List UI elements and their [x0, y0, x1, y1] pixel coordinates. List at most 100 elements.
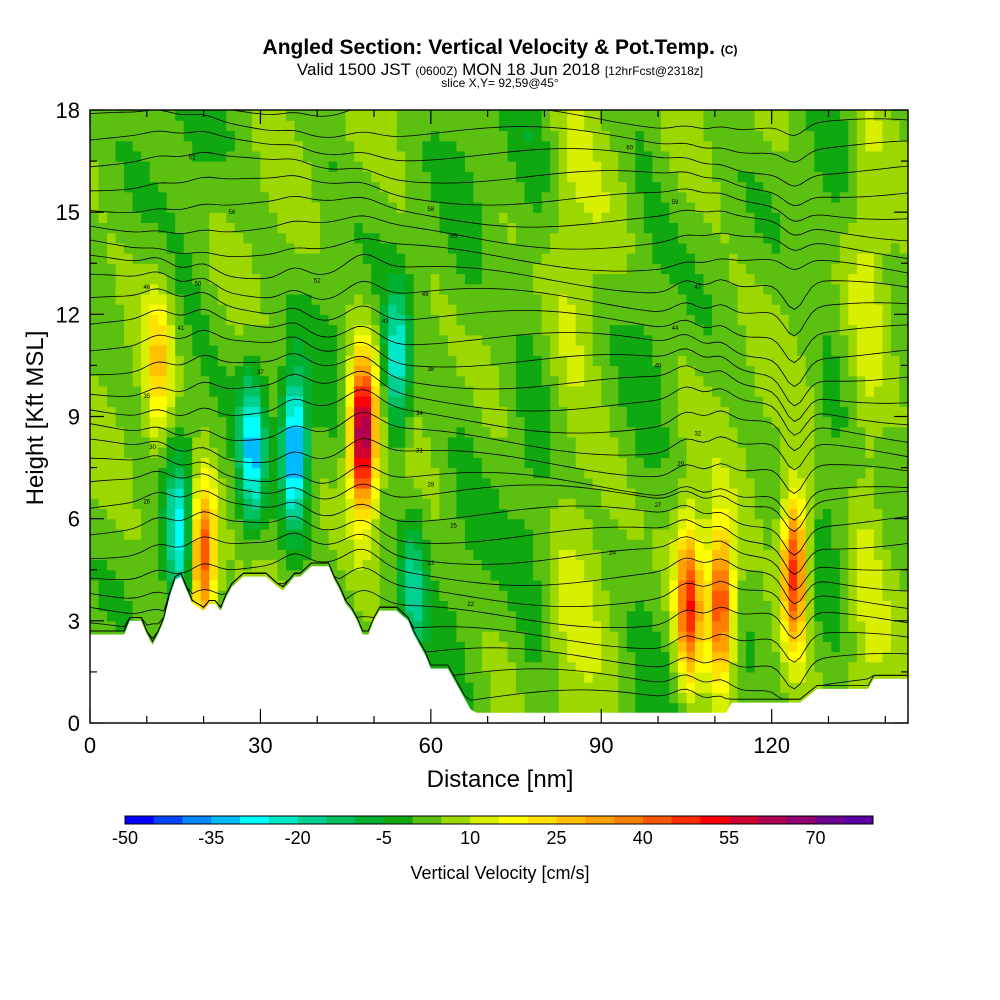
- velocity-cell: [524, 191, 534, 203]
- velocity-cell: [371, 304, 381, 315]
- velocity-cell: [464, 498, 475, 510]
- velocity-cell: [149, 569, 159, 581]
- velocity-cell: [124, 447, 134, 458]
- velocity-cell: [115, 539, 125, 550]
- velocity-cell: [345, 150, 355, 162]
- velocity-cell: [107, 559, 117, 571]
- velocity-cell: [379, 171, 389, 183]
- velocity-cell: [379, 344, 389, 356]
- velocity-cell: [712, 682, 722, 693]
- velocity-cell: [635, 130, 645, 142]
- velocity-cell: [311, 181, 321, 193]
- velocity-cell: [277, 355, 287, 367]
- velocity-cell: [592, 610, 602, 622]
- velocity-cell: [660, 283, 671, 295]
- velocity-cell: [413, 191, 423, 203]
- velocity-cell: [729, 508, 739, 520]
- velocity-cell: [533, 549, 543, 561]
- velocity-cell: [626, 559, 636, 571]
- velocity-cell: [396, 191, 406, 203]
- velocity-cell: [285, 508, 296, 520]
- velocity-cell: [328, 201, 338, 213]
- velocity-cell: [294, 181, 304, 193]
- velocity-cell: [166, 334, 176, 346]
- velocity-cell: [686, 610, 696, 622]
- velocity-cell: [686, 273, 696, 285]
- velocity-cell: [192, 477, 202, 489]
- velocity-cell: [652, 171, 662, 183]
- velocity-cell: [388, 457, 398, 469]
- velocity-cell: [601, 549, 611, 561]
- velocity-cell: [575, 283, 585, 295]
- velocity-cell: [635, 273, 645, 285]
- velocity-cell: [277, 365, 287, 377]
- velocity-cell: [720, 518, 730, 530]
- velocity-cell: [379, 528, 389, 540]
- velocity-cell: [183, 324, 193, 336]
- velocity-cell: [362, 120, 372, 132]
- velocity-cell: [345, 406, 355, 418]
- velocity-cell: [669, 130, 679, 142]
- velocity-cell: [754, 528, 764, 540]
- velocity-cell: [209, 283, 219, 295]
- velocity-cell: [533, 344, 543, 356]
- velocity-cell: [746, 569, 756, 581]
- velocity-cell: [200, 416, 210, 428]
- velocity-cell: [660, 488, 671, 499]
- velocity-cell: [268, 191, 279, 203]
- velocity-cell: [686, 539, 696, 550]
- velocity-cell: [371, 140, 381, 152]
- velocity-cell: [430, 304, 440, 315]
- velocity-cell: [405, 375, 415, 387]
- velocity-cell: [413, 263, 423, 275]
- velocity-cell: [251, 161, 262, 172]
- velocity-cell: [694, 590, 705, 601]
- velocity-cell: [320, 416, 330, 428]
- velocity-cell: [337, 518, 347, 530]
- velocity-cell: [626, 171, 636, 183]
- velocity-cell: [430, 641, 440, 653]
- velocity-cell: [166, 488, 176, 499]
- velocity-cell: [541, 620, 551, 632]
- velocity-cell: [788, 651, 798, 663]
- velocity-cell: [362, 579, 372, 591]
- velocity-cell: [149, 590, 159, 601]
- velocity-cell: [575, 498, 585, 510]
- velocity-cell: [763, 355, 773, 367]
- velocity-cell: [430, 161, 440, 172]
- velocity-cell: [490, 651, 500, 663]
- velocity-cell: [115, 293, 125, 305]
- velocity-cell: [669, 396, 679, 407]
- velocity-cell: [481, 600, 492, 612]
- velocity-cell: [516, 375, 526, 387]
- velocity-cell: [285, 314, 296, 326]
- velocity-cell: [413, 334, 423, 346]
- velocity-cell: [481, 396, 492, 407]
- velocity-cell: [652, 253, 662, 264]
- velocity-cell: [149, 416, 159, 428]
- velocity-cell: [473, 406, 483, 418]
- velocity-cell: [609, 610, 619, 622]
- velocity-cell: [183, 314, 193, 326]
- velocity-cell: [643, 385, 653, 397]
- velocity-cell: [652, 436, 662, 448]
- velocity-cell: [379, 120, 389, 132]
- velocity-cell: [260, 539, 270, 550]
- velocity-cell: [499, 661, 509, 673]
- velocity-cell: [677, 324, 688, 336]
- velocity-cell: [98, 253, 108, 264]
- velocity-cell: [481, 263, 492, 275]
- velocity-cell: [584, 140, 594, 152]
- velocity-cell: [388, 232, 398, 244]
- velocity-cell: [729, 416, 739, 428]
- velocity-cell: [422, 488, 432, 499]
- velocity-cell: [746, 201, 756, 213]
- velocity-cell: [447, 324, 457, 336]
- velocity-cell: [677, 610, 688, 622]
- velocity-cell: [115, 212, 125, 223]
- velocity-cell: [643, 610, 653, 622]
- velocity-cell: [626, 539, 636, 550]
- velocity-cell: [388, 242, 398, 254]
- velocity-cell: [396, 447, 406, 458]
- velocity-cell: [481, 559, 492, 571]
